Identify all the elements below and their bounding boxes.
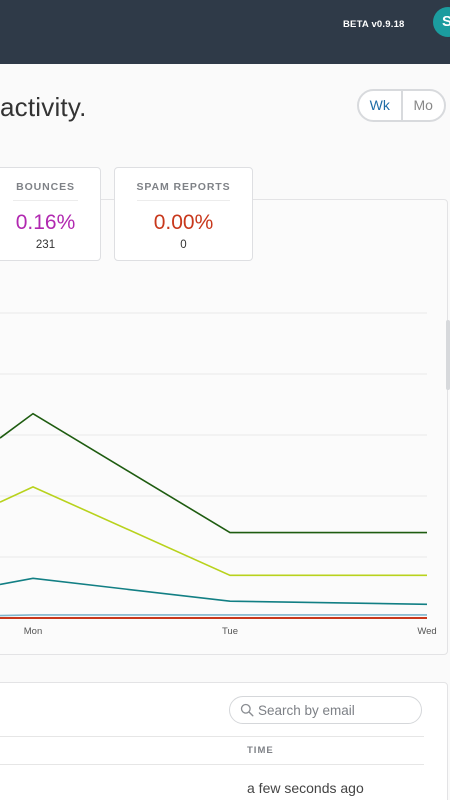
time-column-header[interactable]: TIME (247, 745, 274, 756)
search-box[interactable] (229, 696, 422, 724)
chart-series-line (0, 485, 427, 577)
x-axis-tick-label: Wed (417, 626, 436, 637)
month-toggle-button[interactable]: Mo (413, 97, 433, 113)
week-toggle-button[interactable]: Wk (359, 91, 403, 120)
bounces-count: 231 (35, 239, 56, 251)
chart-series-line (0, 614, 427, 617)
card-divider (137, 200, 230, 201)
page-title: activity. (0, 92, 87, 122)
bounces-stat-card[interactable]: BOUNCES 0.16% 231 (0, 167, 101, 261)
bounces-percent: 0.16% (15, 211, 76, 234)
chart-panel (0, 199, 448, 655)
spam-reports-label: SPAM REPORTS (136, 181, 231, 193)
chart-series-line (0, 412, 427, 534)
table-row-time: a few seconds ago (247, 780, 364, 796)
bounces-label: BOUNCES (16, 181, 75, 193)
top-navigation-bar: BETA v0.9.18 S (0, 0, 450, 64)
period-toggle: Wk Mo (357, 89, 446, 122)
chart-series-line (0, 577, 428, 606)
activity-line-chart: Mon Tue Wed (0, 312, 437, 637)
scrollbar[interactable] (446, 320, 450, 390)
spam-reports-count: 0 (180, 239, 187, 251)
table-divider (0, 764, 424, 765)
spam-reports-stat-card[interactable]: SPAM REPORTS 0.00% 0 (114, 167, 253, 261)
search-icon (240, 703, 254, 717)
table-divider (0, 736, 424, 737)
x-axis-tick-label: Tue (222, 626, 238, 637)
x-axis-tick-label: Mon (24, 626, 42, 637)
search-email-input[interactable] (258, 700, 418, 720)
card-divider (13, 200, 78, 201)
user-avatar[interactable]: S (433, 7, 450, 37)
beta-version-label: BETA v0.9.18 (343, 19, 405, 30)
spam-reports-percent: 0.00% (153, 211, 214, 234)
